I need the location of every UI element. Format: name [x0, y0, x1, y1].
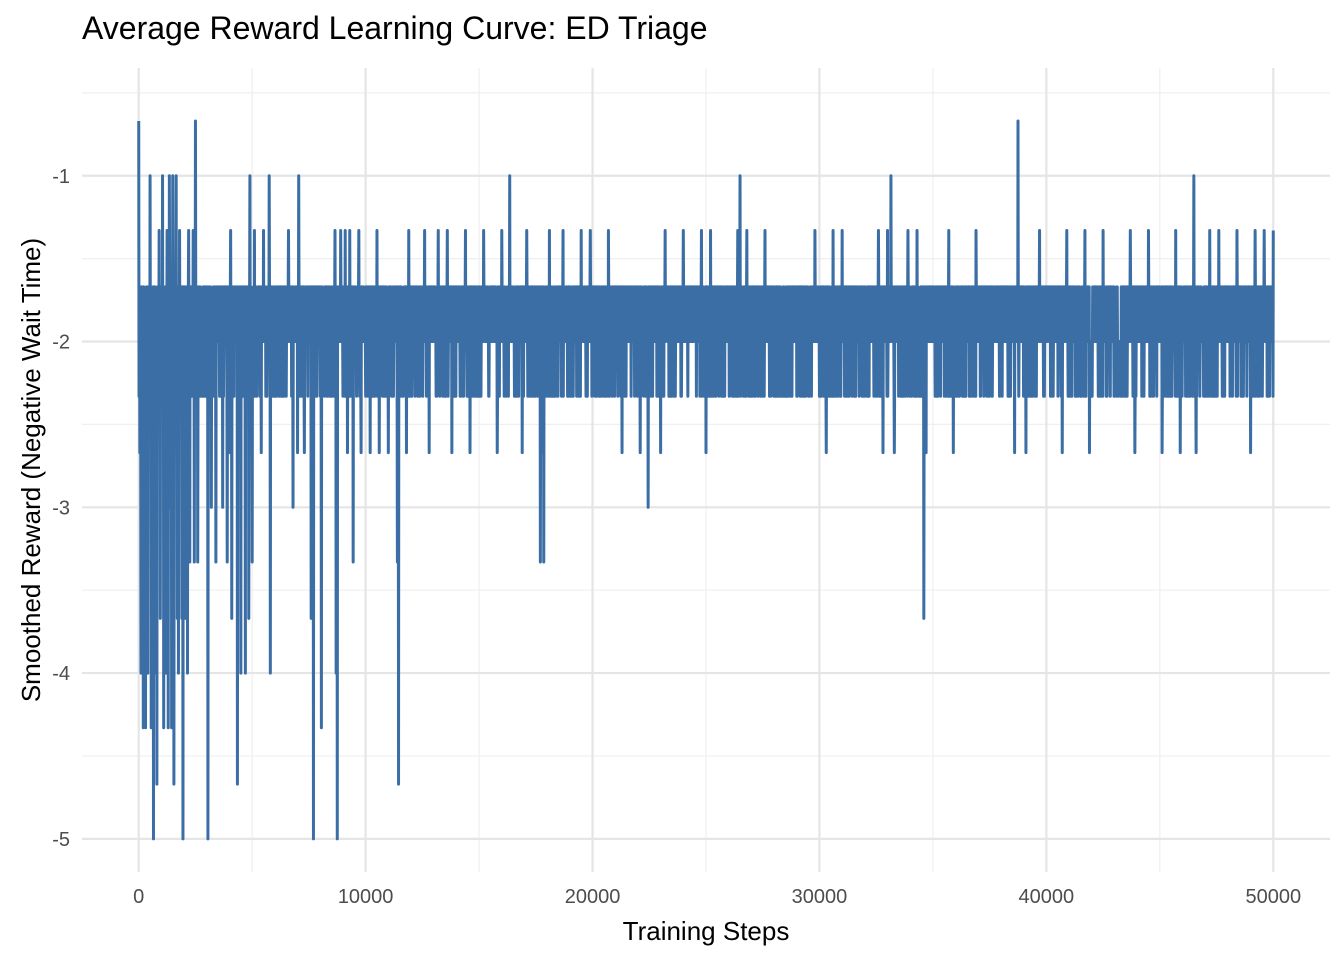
x-tick-label: 40000	[1019, 886, 1075, 908]
chart-title: Average Reward Learning Curve: ED Triage	[82, 10, 708, 46]
y-tick-label: -1	[52, 166, 70, 188]
x-tick-labels: 0 10000 20000 30000 40000 50000	[133, 886, 1301, 908]
y-tick-label: -4	[52, 663, 70, 685]
data-series	[137, 119, 1275, 841]
y-tick-label: -2	[52, 332, 70, 354]
x-tick-label: 20000	[565, 886, 621, 908]
x-axis-label: Training Steps	[623, 916, 790, 946]
x-tick-label: 30000	[792, 886, 848, 908]
x-tick-label: 50000	[1245, 886, 1301, 908]
series-line	[137, 119, 1275, 841]
y-tick-labels: -5 -4 -3 -2 -1	[52, 166, 70, 851]
y-tick-label: -3	[52, 497, 70, 519]
x-tick-label: 10000	[338, 886, 394, 908]
y-tick-label: -5	[52, 829, 70, 851]
x-tick-label: 0	[133, 886, 144, 908]
y-axis-label: Smoothed Reward (Negative Wait Time)	[16, 238, 46, 702]
